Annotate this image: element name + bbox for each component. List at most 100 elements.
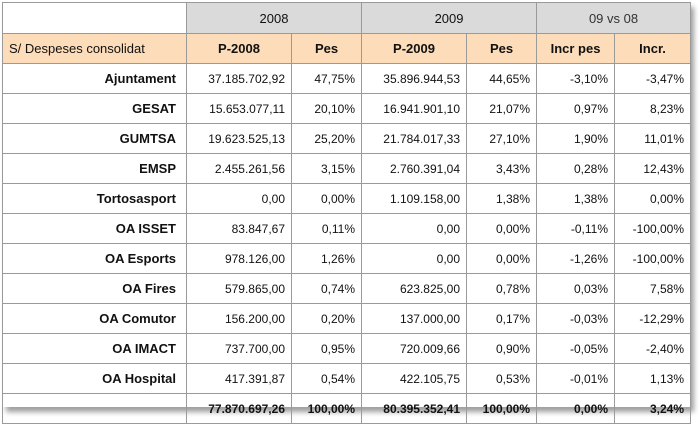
row-label: Tortosasport xyxy=(2,183,187,214)
cell-p2009: 422.105,75 xyxy=(361,363,468,394)
cell-p2009: 1.109.158,00 xyxy=(361,183,468,214)
cell-incr-pes: -3,10% xyxy=(536,63,616,94)
cell-p2009: 21.784.017,33 xyxy=(361,123,468,154)
table-row: Tortosasport 0,00 0,00% 1.109.158,00 1,38% 1,… xyxy=(2,183,692,214)
cell-p2009: 0,00 xyxy=(361,213,468,244)
cell-pes2008: 3,15% xyxy=(290,153,363,184)
row-label: OA Comutor xyxy=(2,303,187,334)
cell-pes2008: 47,75% xyxy=(290,63,363,94)
cell-p2009: 0,00 xyxy=(361,243,468,274)
column-header-row: S/ Despeses consolidat P-2008 Pes P-2009… xyxy=(2,33,692,64)
cell-p2008: 417.391,87 xyxy=(186,363,292,394)
cell-incr-pes: -0,03% xyxy=(536,303,616,334)
comparison-header: 09 vs 08 xyxy=(536,2,692,34)
cell-p2008: 19.623.525,13 xyxy=(186,123,292,154)
cell-pes2009: 0,90% xyxy=(466,333,538,364)
cell-pes2008: 0,74% xyxy=(290,273,363,304)
table-row: OA Comutor 156.200,00 0,20% 137.000,00 0,17%… xyxy=(2,303,692,334)
cell-p2008: 0,00 xyxy=(186,183,292,214)
cell-incr: -100,00% xyxy=(614,213,692,244)
cell-pes2008: 25,20% xyxy=(290,123,363,154)
blank-header-cell xyxy=(2,2,187,34)
cell-p2009: 2.760.391,04 xyxy=(361,153,468,184)
total-pes2008: 100,00% xyxy=(290,393,363,424)
row-label: GESAT xyxy=(2,93,187,124)
table-row: OA Esports 978.126,00 1,26% 0,00 0,00% -1,26%… xyxy=(2,243,692,274)
row-label: OA Esports xyxy=(2,243,187,274)
cell-p2008: 978.126,00 xyxy=(186,243,292,274)
cell-incr-pes: 1,38% xyxy=(536,183,616,214)
cell-incr-pes: 1,90% xyxy=(536,123,616,154)
cell-incr-pes: -0,01% xyxy=(536,363,616,394)
cell-pes2008: 0,95% xyxy=(290,333,363,364)
total-p2008: 77.870.697,26 xyxy=(186,393,292,424)
table-row: OA IMACT 737.700,00 0,95% 720.009,66 0,90% -0… xyxy=(2,333,692,364)
cell-pes2008: 1,26% xyxy=(290,243,363,274)
table-row: EMSP 2.455.261,56 3,15% 2.760.391,04 3,43% 0,… xyxy=(2,153,692,184)
cell-pes2008: 20,10% xyxy=(290,93,363,124)
cell-p2008: 15.653.077,11 xyxy=(186,93,292,124)
total-incr: 3,24% xyxy=(614,393,692,424)
cell-incr: 11,01% xyxy=(614,123,692,154)
column-header-pes2008: Pes xyxy=(290,33,363,64)
cell-pes2009: 3,43% xyxy=(466,153,538,184)
cell-pes2009: 0,53% xyxy=(466,363,538,394)
cell-p2008: 737.700,00 xyxy=(186,333,292,364)
cell-p2009: 623.825,00 xyxy=(361,273,468,304)
year-header-row: 2008 2009 09 vs 08 xyxy=(2,2,692,34)
cell-incr: 8,23% xyxy=(614,93,692,124)
year-2008-header: 2008 xyxy=(185,2,363,34)
total-incr-pes: 0,00% xyxy=(536,393,616,424)
cell-pes2008: 0,00% xyxy=(290,183,363,214)
cell-incr: 7,58% xyxy=(614,273,692,304)
cell-p2009: 720.009,66 xyxy=(361,333,468,364)
cell-pes2009: 0,17% xyxy=(466,303,538,334)
table-row: OA Fires 579.865,00 0,74% 623.825,00 0,78% 0,… xyxy=(2,273,692,304)
cell-p2008: 2.455.261,56 xyxy=(186,153,292,184)
cell-incr: -12,29% xyxy=(614,303,692,334)
cell-pes2009: 1,38% xyxy=(466,183,538,214)
cell-p2009: 35.896.944,53 xyxy=(361,63,468,94)
table-row: OA ISSET 83.847,67 0,11% 0,00 0,00% -0,11% -10… xyxy=(2,213,692,244)
cell-pes2008: 0,54% xyxy=(290,363,363,394)
table-row: GUMTSA 19.623.525,13 25,20% 21.784.017,33 27… xyxy=(2,123,692,154)
column-header-pes2009: Pes xyxy=(466,33,538,64)
cell-incr-pes: -0,11% xyxy=(536,213,616,244)
table-row: Ajuntament 37.185.702,92 47,75% 35.896.944,… xyxy=(2,63,692,94)
cell-incr: 1,13% xyxy=(614,363,692,394)
cell-pes2008: 0,20% xyxy=(290,303,363,334)
cell-p2008: 37.185.702,92 xyxy=(186,63,292,94)
cell-pes2009: 0,00% xyxy=(466,243,538,274)
cell-p2008: 156.200,00 xyxy=(186,303,292,334)
row-label: OA ISSET xyxy=(2,213,187,244)
cell-incr-pes: -0,05% xyxy=(536,333,616,364)
table-row: OA Hospital 417.391,87 0,54% 422.105,75 0,53… xyxy=(2,363,692,394)
cell-incr-pes: 0,03% xyxy=(536,273,616,304)
cell-incr: -2,40% xyxy=(614,333,692,364)
cell-pes2009: 27,10% xyxy=(466,123,538,154)
cell-incr: -100,00% xyxy=(614,243,692,274)
total-row: 77.870.697,26 100,00% 80.395.352,41 100,00%… xyxy=(2,393,692,424)
cell-incr: 0,00% xyxy=(614,183,692,214)
row-label: EMSP xyxy=(2,153,187,184)
column-header-p2009: P-2009 xyxy=(361,33,468,64)
total-pes2009: 100,00% xyxy=(466,393,538,424)
cell-incr-pes: 0,28% xyxy=(536,153,616,184)
cell-p2008: 83.847,67 xyxy=(186,213,292,244)
cell-pes2009: 21,07% xyxy=(466,93,538,124)
row-label: Ajuntament xyxy=(2,63,187,94)
cell-pes2009: 44,65% xyxy=(466,63,538,94)
cell-pes2009: 0,78% xyxy=(466,273,538,304)
row-label: OA IMACT xyxy=(2,333,187,364)
row-label: OA Fires xyxy=(2,273,187,304)
year-2009-header: 2009 xyxy=(361,2,538,34)
cell-pes2009: 0,00% xyxy=(466,213,538,244)
cell-p2009: 137.000,00 xyxy=(361,303,468,334)
column-header-incr-pes: Incr pes xyxy=(536,33,616,64)
cell-p2008: 579.865,00 xyxy=(186,273,292,304)
cell-incr-pes: 0,97% xyxy=(536,93,616,124)
column-header-p2008: P-2008 xyxy=(186,33,292,64)
